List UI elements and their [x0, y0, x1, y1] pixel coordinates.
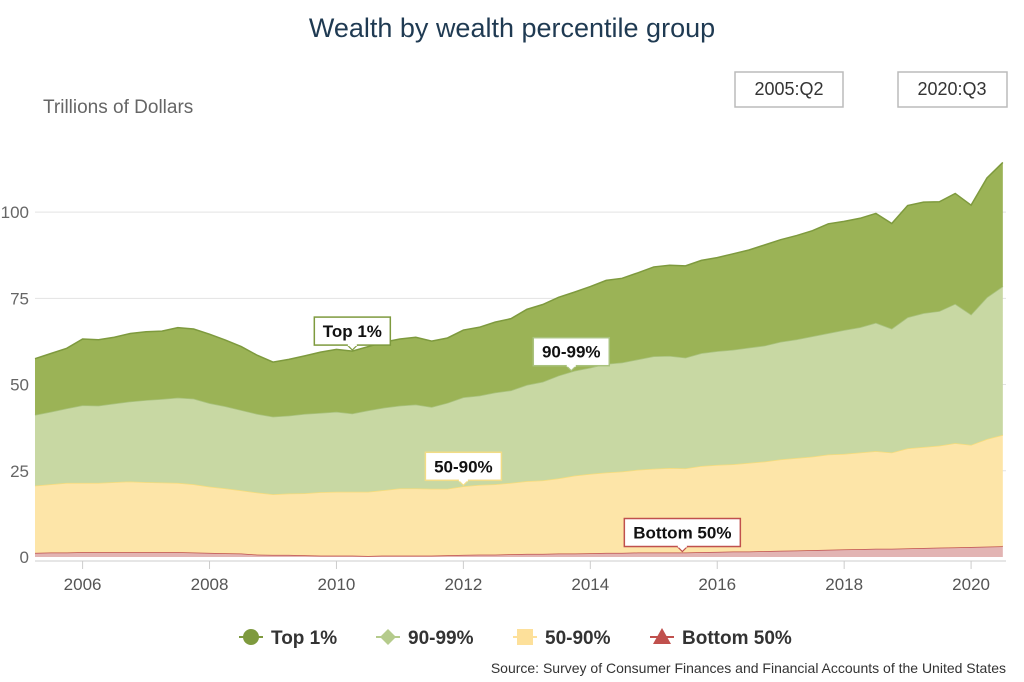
annotation-bottom-50pct: Bottom 50%: [623, 517, 742, 553]
annotation-pointer: [676, 546, 688, 553]
x-tick-label-2018: 2018: [825, 575, 863, 594]
x-tick-label-2014: 2014: [571, 575, 609, 594]
legend-item-50-90pct[interactable]: 50-90%: [513, 628, 611, 649]
range-start-label: 2005:Q2: [754, 79, 823, 99]
legend[interactable]: Top 1% 90-99% 50-90% Bottom 50%: [239, 628, 792, 649]
annotation-box: [313, 316, 392, 346]
annotation-label: 90-99%: [542, 343, 601, 362]
legend-item-90-99pct[interactable]: 90-99%: [376, 628, 474, 649]
axes: 0 25 50 75 100 2006 2008 2010 2012 2014 2016 2018 20…: [1, 203, 1006, 594]
chart-title: Wealth by wealth percentile group: [309, 13, 715, 43]
x-tick-label-2010: 2010: [318, 575, 356, 594]
range-end-box[interactable]: 2020:Q3: [897, 71, 1008, 108]
legend-marker-circle: [243, 629, 259, 645]
annotation-box: [623, 517, 742, 548]
annotation-label: 50-90%: [434, 457, 493, 476]
annotation-90-99pct: 90-99%: [532, 336, 611, 372]
area-50-90pct: [35, 434, 1003, 556]
annotation-50-90pct: 50-90%: [424, 451, 503, 487]
annotation-label: Top 1%: [323, 322, 382, 341]
range-start-box[interactable]: 2005:Q2: [734, 71, 844, 108]
area-bottom-50pct: [35, 546, 1003, 557]
annotation-pointer: [565, 365, 577, 372]
x-tick-label-2006: 2006: [64, 575, 102, 594]
y-tick-label-100: 100: [1, 203, 29, 222]
line-top-1pct: [34, 161, 1004, 363]
area-top-1pct: [35, 162, 1003, 417]
annotation-pointer: [346, 344, 358, 351]
legend-label: 50-90%: [545, 628, 611, 649]
y-tick-label-75: 75: [10, 289, 29, 308]
legend-marker-diamond: [380, 629, 396, 645]
legend-marker-triangle: [653, 628, 671, 644]
x-tick-label-2012: 2012: [444, 575, 482, 594]
source-note: Source: Survey of Consumer Finances and …: [491, 660, 1006, 676]
legend-marker-square: [517, 629, 533, 645]
area-90-99pct: [35, 286, 1003, 495]
y-tick-label-50: 50: [10, 376, 29, 395]
legend-label: 90-99%: [408, 628, 474, 649]
x-tick-label-2020: 2020: [952, 575, 990, 594]
stacked-areas: [34, 161, 1004, 557]
legend-item-bottom-50pct[interactable]: Bottom 50%: [650, 628, 792, 649]
series-annotations: Top 1% 90-99% 50-90% Bottom 50%: [313, 316, 742, 553]
annotation-top-1pct: Top 1%: [313, 316, 392, 351]
legend-item-top-1pct[interactable]: Top 1%: [239, 628, 337, 649]
y-axis-label: Trillions of Dollars: [43, 97, 193, 118]
range-end-label: 2020:Q3: [917, 79, 986, 99]
legend-label: Top 1%: [271, 628, 337, 649]
annotation-box: [424, 451, 503, 482]
annotation-pointer: [457, 479, 469, 487]
y-tick-label-0: 0: [20, 548, 29, 567]
x-tick-label-2008: 2008: [191, 575, 229, 594]
y-tick-label-25: 25: [10, 462, 29, 481]
legend-label: Bottom 50%: [682, 628, 792, 649]
x-tick-label-2016: 2016: [698, 575, 736, 594]
annotation-label: Bottom 50%: [633, 524, 731, 543]
